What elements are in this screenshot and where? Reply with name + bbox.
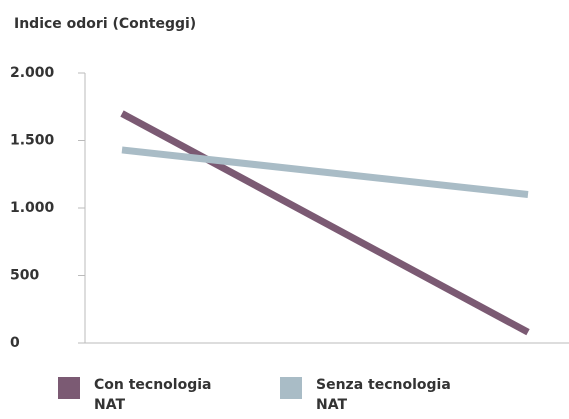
y-tick-label: 0 xyxy=(10,335,20,351)
legend-item: Senza tecnologia NAT xyxy=(280,375,466,415)
y-tick-label: 2.000 xyxy=(10,65,55,81)
series-line xyxy=(121,146,529,198)
legend-label: Con tecnologia NAT xyxy=(94,377,212,413)
y-tick-label: 500 xyxy=(10,268,39,284)
series-line xyxy=(120,110,530,336)
legend-item: Con tecnologia NAT xyxy=(58,375,244,415)
chart-title: Indice odori (Conteggi) xyxy=(14,16,196,32)
y-tick-label: 1.000 xyxy=(10,200,55,216)
legend-label: Senza tecnologia NAT xyxy=(316,377,451,413)
plot: Indice odori (Conteggi) 0 500 1.000 1.500 2.… xyxy=(10,16,569,351)
y-tick-label: 1.500 xyxy=(10,133,55,149)
legend-swatch xyxy=(280,377,302,399)
legend-swatch xyxy=(58,377,80,399)
